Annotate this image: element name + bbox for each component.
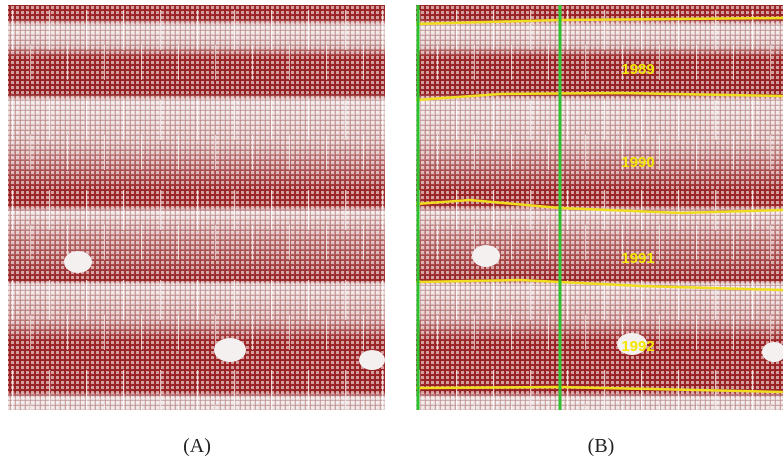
resin-canal <box>359 350 385 370</box>
panel-caption: (A) <box>183 435 211 457</box>
ray-texture <box>416 5 783 410</box>
resin-canal <box>762 342 783 362</box>
resin-canal <box>617 333 647 355</box>
ring-boundary <box>415 278 783 292</box>
resin-canal <box>214 338 246 362</box>
panel-a <box>8 5 385 410</box>
ray-texture <box>8 5 385 410</box>
resin-canal <box>472 245 500 267</box>
resin-canal <box>64 251 92 273</box>
ring-year: 1989 <box>621 61 654 78</box>
panel-b: 1989 1990 1991 1992 <box>415 5 783 410</box>
ring-year: 1990 <box>621 154 654 171</box>
panel-caption: (B) <box>588 435 615 457</box>
ring-year: 1991 <box>621 250 654 267</box>
ring-year: 1992 <box>621 338 654 355</box>
